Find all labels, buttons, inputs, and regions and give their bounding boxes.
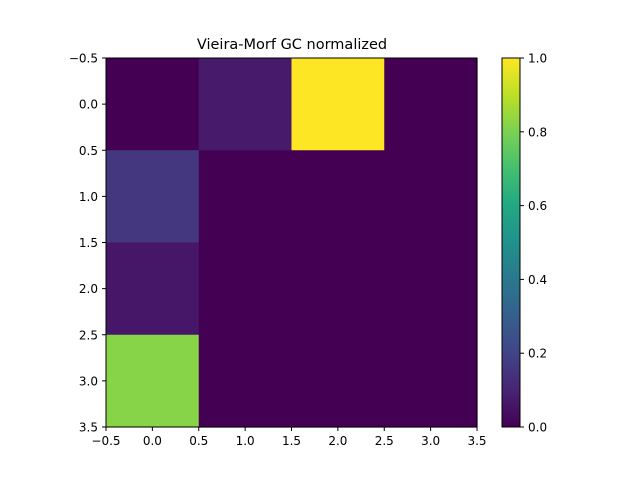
y-tick-label: 1.5 — [79, 236, 98, 250]
x-tick-label: 0.0 — [143, 434, 162, 448]
x-tick-label: 3.0 — [421, 434, 440, 448]
heatmap-cell-r2-c1 — [198, 242, 293, 336]
heatmap-cell-r0-c0 — [106, 58, 200, 151]
heatmap-cell-r0-c1 — [198, 58, 293, 151]
colorbar-tick-label: 0.2 — [528, 347, 547, 361]
y-tick-label: 2.0 — [79, 282, 98, 296]
x-tick-label: 0.5 — [189, 434, 208, 448]
y-tick-label: 3.5 — [79, 421, 98, 435]
y-tick-label: 3.0 — [79, 374, 98, 388]
heatmap-cell-r2-c0 — [106, 242, 200, 336]
x-tick-label: 3.5 — [467, 434, 486, 448]
chart-title: Vieira-Morf GC normalized — [197, 37, 387, 53]
heatmap-cell-r0-c2 — [291, 58, 385, 151]
x-axis: −0.5 0.0 0.5 1.0 1.5 2.0 2.5 3.0 3.5 — [91, 427, 487, 448]
heatmap-cell-r3-c3 — [384, 334, 478, 428]
heatmap-cells — [106, 58, 478, 428]
colorbar — [502, 58, 520, 427]
x-tick-label: 2.5 — [375, 434, 394, 448]
x-tick-label: 1.5 — [282, 434, 301, 448]
y-tick-label: 2.5 — [79, 328, 98, 342]
colorbar-axis: 0.0 0.2 0.4 0.6 0.8 1.0 — [520, 52, 547, 435]
heatmap-cell-r1-c0 — [106, 150, 200, 244]
heatmap-cell-r1-c2 — [291, 150, 385, 244]
heatmap-cell-r1-c1 — [198, 150, 293, 244]
heatmap-cell-r2-c2 — [291, 242, 385, 336]
x-tick-label: −0.5 — [91, 434, 120, 448]
heatmap-cell-r3-c2 — [291, 334, 385, 428]
colorbar-tick-label: 1.0 — [528, 52, 547, 66]
colorbar-tick-label: 0.4 — [528, 273, 547, 287]
colorbar-frame — [501, 57, 521, 428]
heatmap-cell-r1-c3 — [384, 150, 478, 244]
colorbar-tick-label: 0.8 — [528, 125, 547, 139]
x-tick-label: 2.0 — [328, 434, 347, 448]
x-tick-label: 1.0 — [236, 434, 255, 448]
y-axis: −0.5 0.0 0.5 1.0 1.5 2.0 2.5 3.0 3.5 — [69, 52, 106, 435]
y-tick-label: −0.5 — [69, 52, 98, 66]
y-tick-label: 0.5 — [79, 144, 98, 158]
y-tick-label: 1.0 — [79, 190, 98, 204]
colorbar-tick-label: 0.6 — [528, 199, 547, 213]
heatmap-cell-r3-c1 — [198, 334, 293, 428]
heatmap-cell-r0-c3 — [384, 58, 478, 151]
heatmap-cell-r3-c0 — [106, 334, 200, 428]
y-tick-label: 0.0 — [79, 98, 98, 112]
heatmap-cell-r2-c3 — [384, 242, 478, 336]
colorbar-tick-label: 0.0 — [528, 421, 547, 435]
